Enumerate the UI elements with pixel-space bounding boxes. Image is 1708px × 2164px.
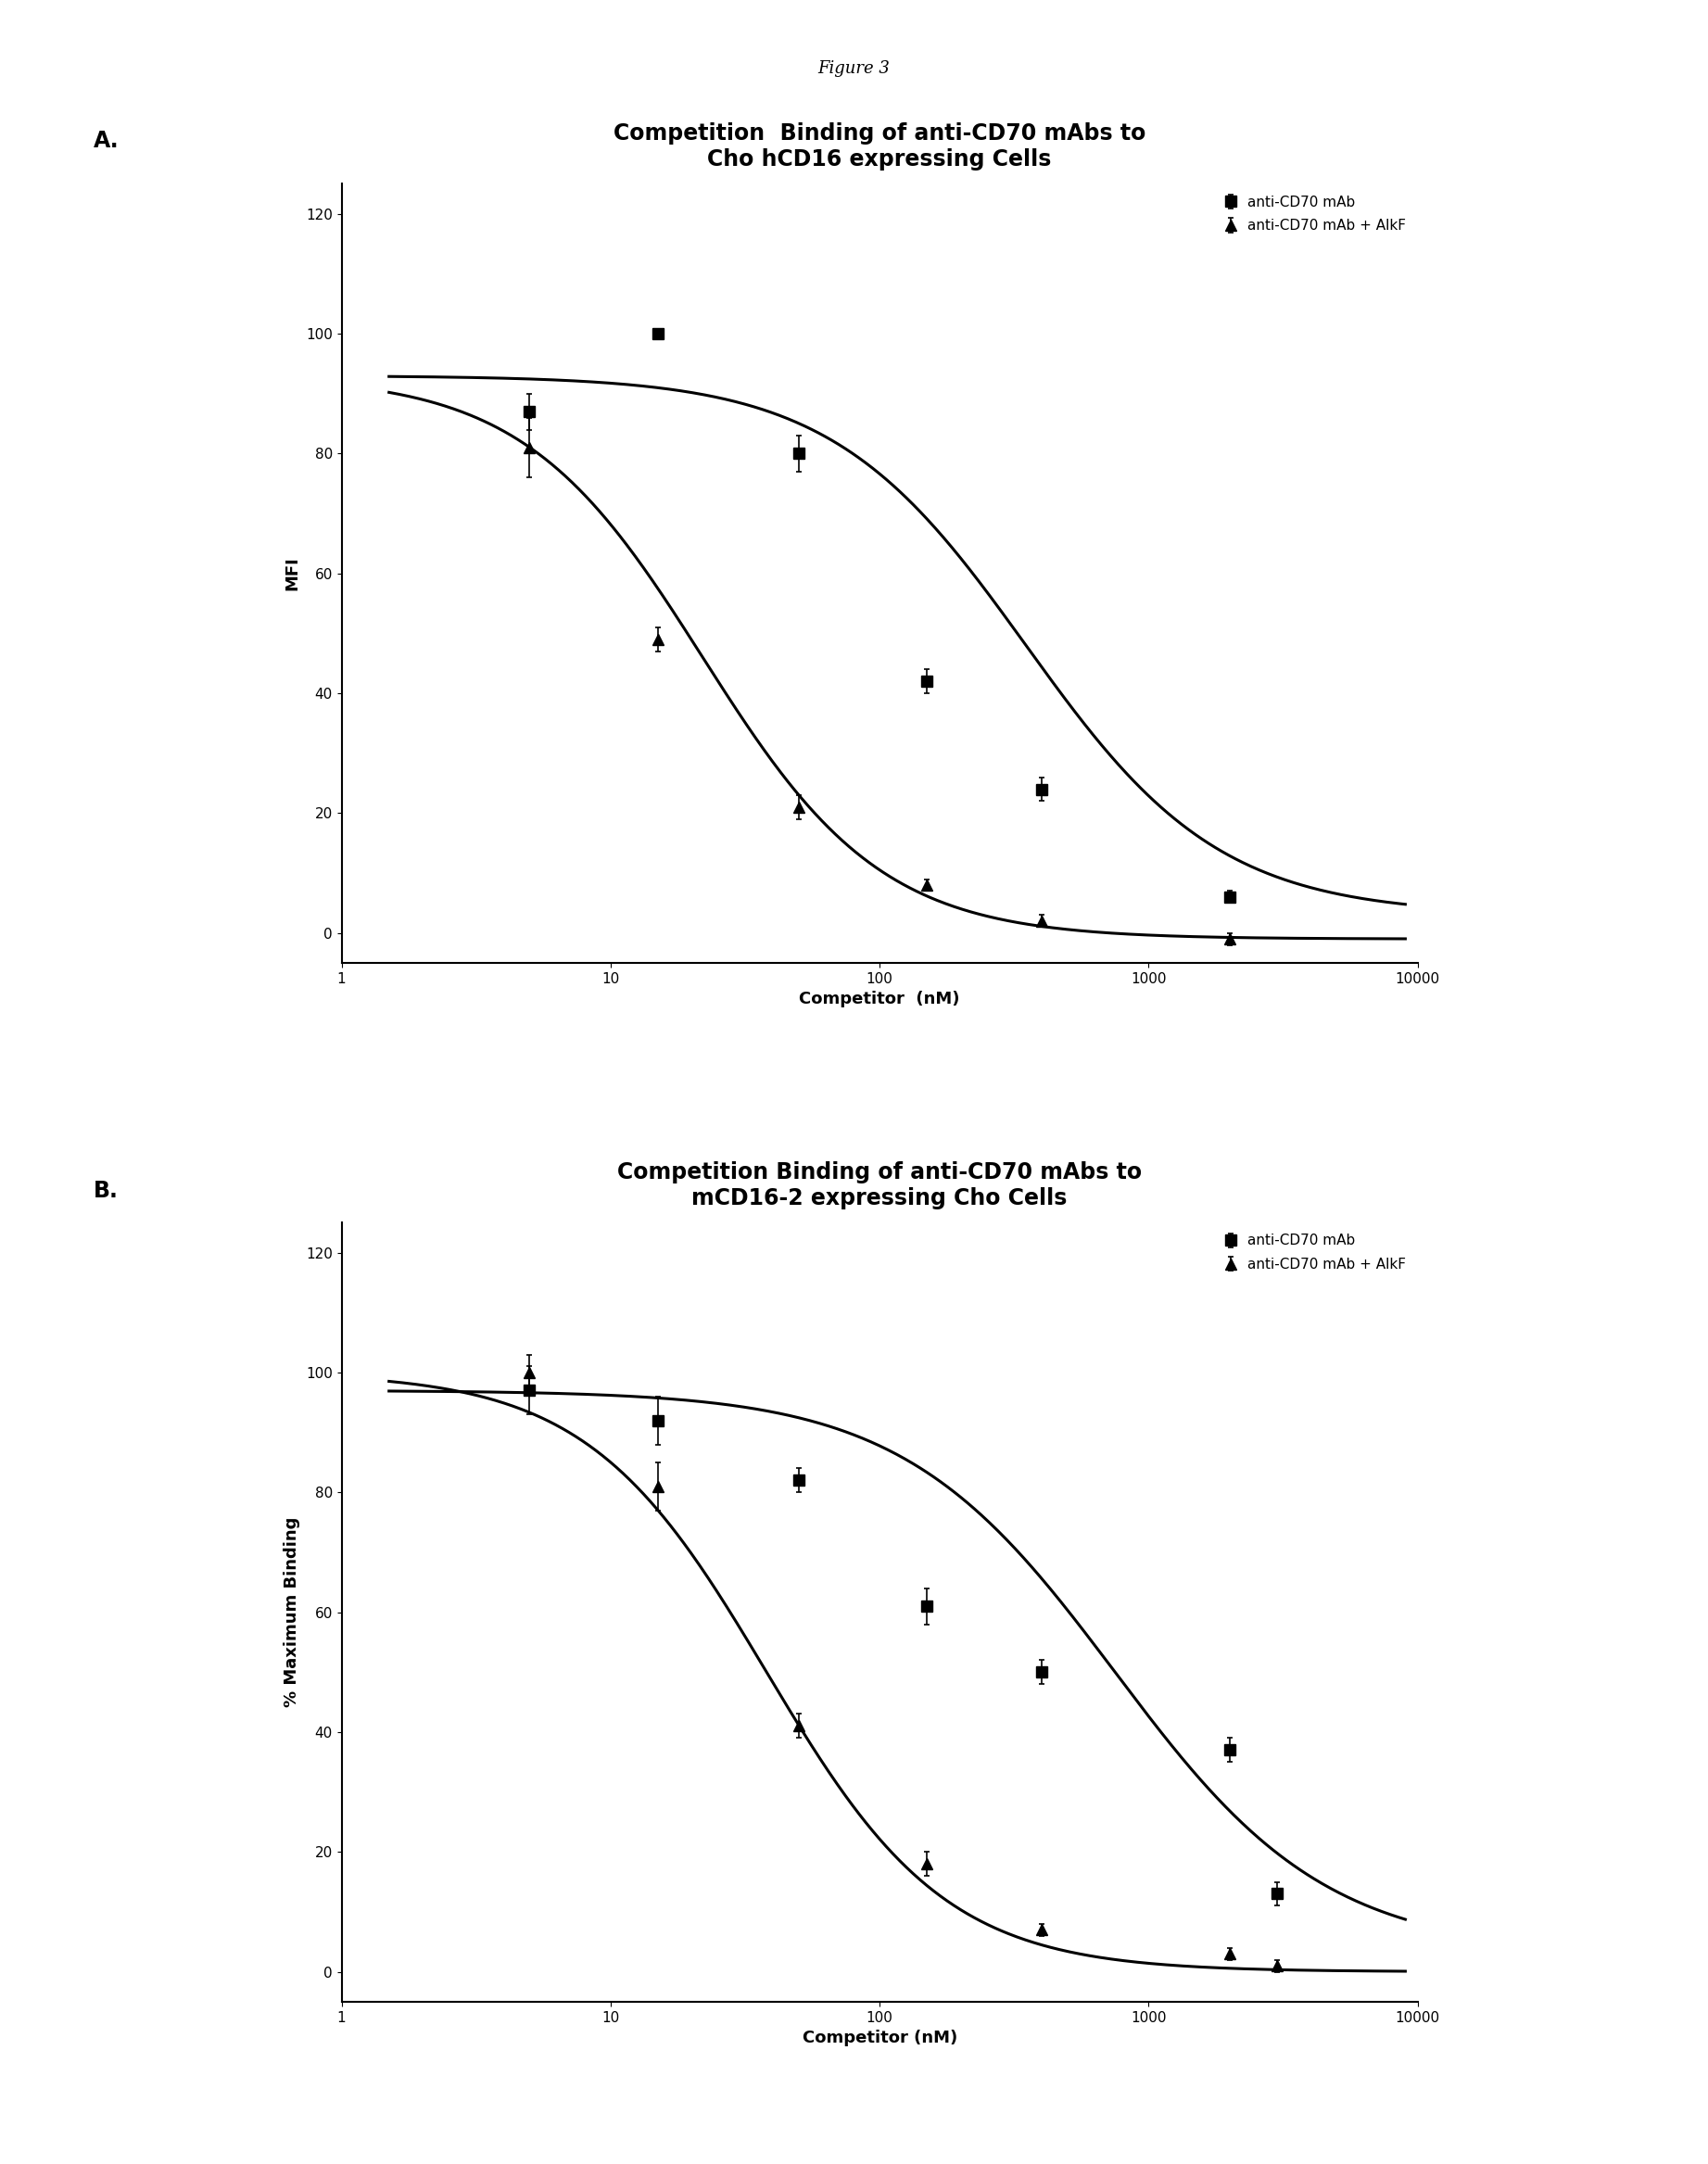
Legend: anti-CD70 mAb, anti-CD70 mAb + AlkF: anti-CD70 mAb, anti-CD70 mAb + AlkF <box>1218 190 1411 238</box>
Text: B.: B. <box>94 1179 120 1201</box>
Text: A.: A. <box>94 130 120 151</box>
Y-axis label: MFI: MFI <box>284 556 301 591</box>
Y-axis label: % Maximum Binding: % Maximum Binding <box>284 1517 301 1707</box>
Text: Figure 3: Figure 3 <box>818 61 890 78</box>
Title: Competition  Binding of anti-CD70 mAbs to
Cho hCD16 expressing Cells: Competition Binding of anti-CD70 mAbs to… <box>613 123 1146 171</box>
Title: Competition Binding of anti-CD70 mAbs to
mCD16-2 expressing Cho Cells: Competition Binding of anti-CD70 mAbs to… <box>617 1162 1143 1210</box>
X-axis label: Competitor (nM): Competitor (nM) <box>803 2030 956 2047</box>
X-axis label: Competitor  (nM): Competitor (nM) <box>799 991 960 1008</box>
Legend: anti-CD70 mAb, anti-CD70 mAb + AlkF: anti-CD70 mAb, anti-CD70 mAb + AlkF <box>1218 1229 1411 1277</box>
